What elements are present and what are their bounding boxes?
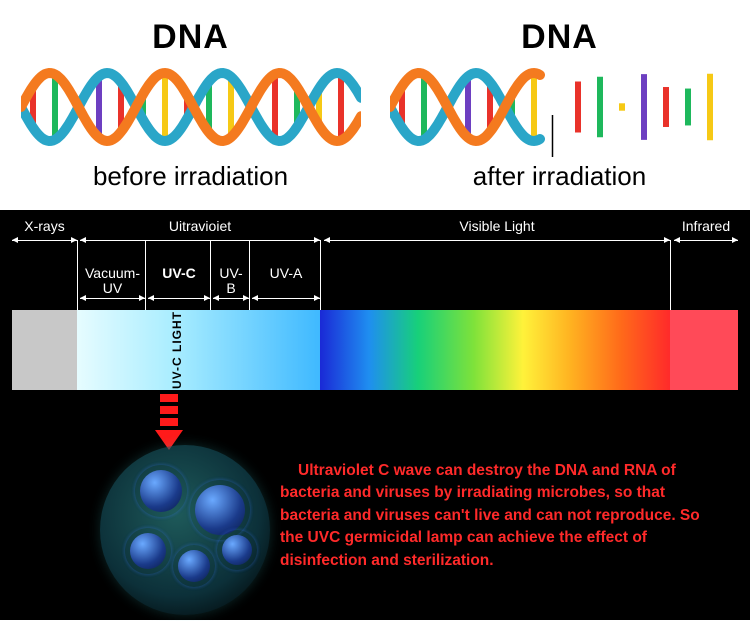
spectrum-panel: X-raysUitravioietVisible LightInfrared V…: [0, 210, 750, 620]
dna-caption-after: after irradiation: [473, 161, 646, 192]
band-arrow: [80, 240, 320, 241]
uv-subarrow: [80, 298, 145, 299]
dna-title-after: DNA: [521, 18, 598, 57]
uv-subarrow: [148, 298, 210, 299]
spectrum-segment-xray: [12, 310, 77, 390]
description-text: Ultraviolet C wave can destroy the DNA a…: [280, 460, 720, 572]
virus-circle: [100, 445, 270, 615]
spectrum-segment-uv: [77, 310, 320, 390]
dna-after-block: DNA after irradiation: [387, 18, 732, 192]
virus-icon: [222, 535, 252, 565]
dna-helix-before: [21, 57, 361, 157]
uv-subarrow: [252, 298, 320, 299]
spectrum-segment-visible: [320, 310, 670, 390]
band-arrow: [12, 240, 77, 241]
band-label: Uitravioiet: [80, 218, 320, 234]
dna-title-before: DNA: [152, 18, 229, 57]
spectrum-bar: [12, 310, 738, 390]
band-label: X-rays: [12, 218, 77, 234]
uvc-light-label: UV-C LIGHT: [170, 309, 184, 389]
dna-helix-after: [390, 57, 730, 157]
uvc-arrow-icon: [160, 394, 178, 450]
uv-sublabel: Vacuum- UV: [80, 266, 145, 297]
band-arrow: [324, 240, 670, 241]
band-label: Visible Light: [324, 218, 670, 234]
uv-sublabel: UV-A: [252, 266, 320, 281]
uv-sublabel: UV- B: [213, 266, 249, 297]
dna-before-block: DNA before irradiation: [18, 18, 363, 192]
band-label: Infrared: [674, 218, 738, 234]
dna-panel: DNA before irradiation DNA after irradia…: [0, 0, 750, 210]
virus-icon: [130, 533, 166, 569]
band-arrow: [674, 240, 738, 241]
virus-icon: [140, 470, 182, 512]
dna-caption-before: before irradiation: [93, 161, 288, 192]
spectrum-segment-infrared: [670, 310, 738, 390]
uv-sublabel: UV-C: [148, 266, 210, 281]
uv-subarrow: [213, 298, 249, 299]
virus-icon: [195, 485, 245, 535]
virus-icon: [178, 550, 210, 582]
